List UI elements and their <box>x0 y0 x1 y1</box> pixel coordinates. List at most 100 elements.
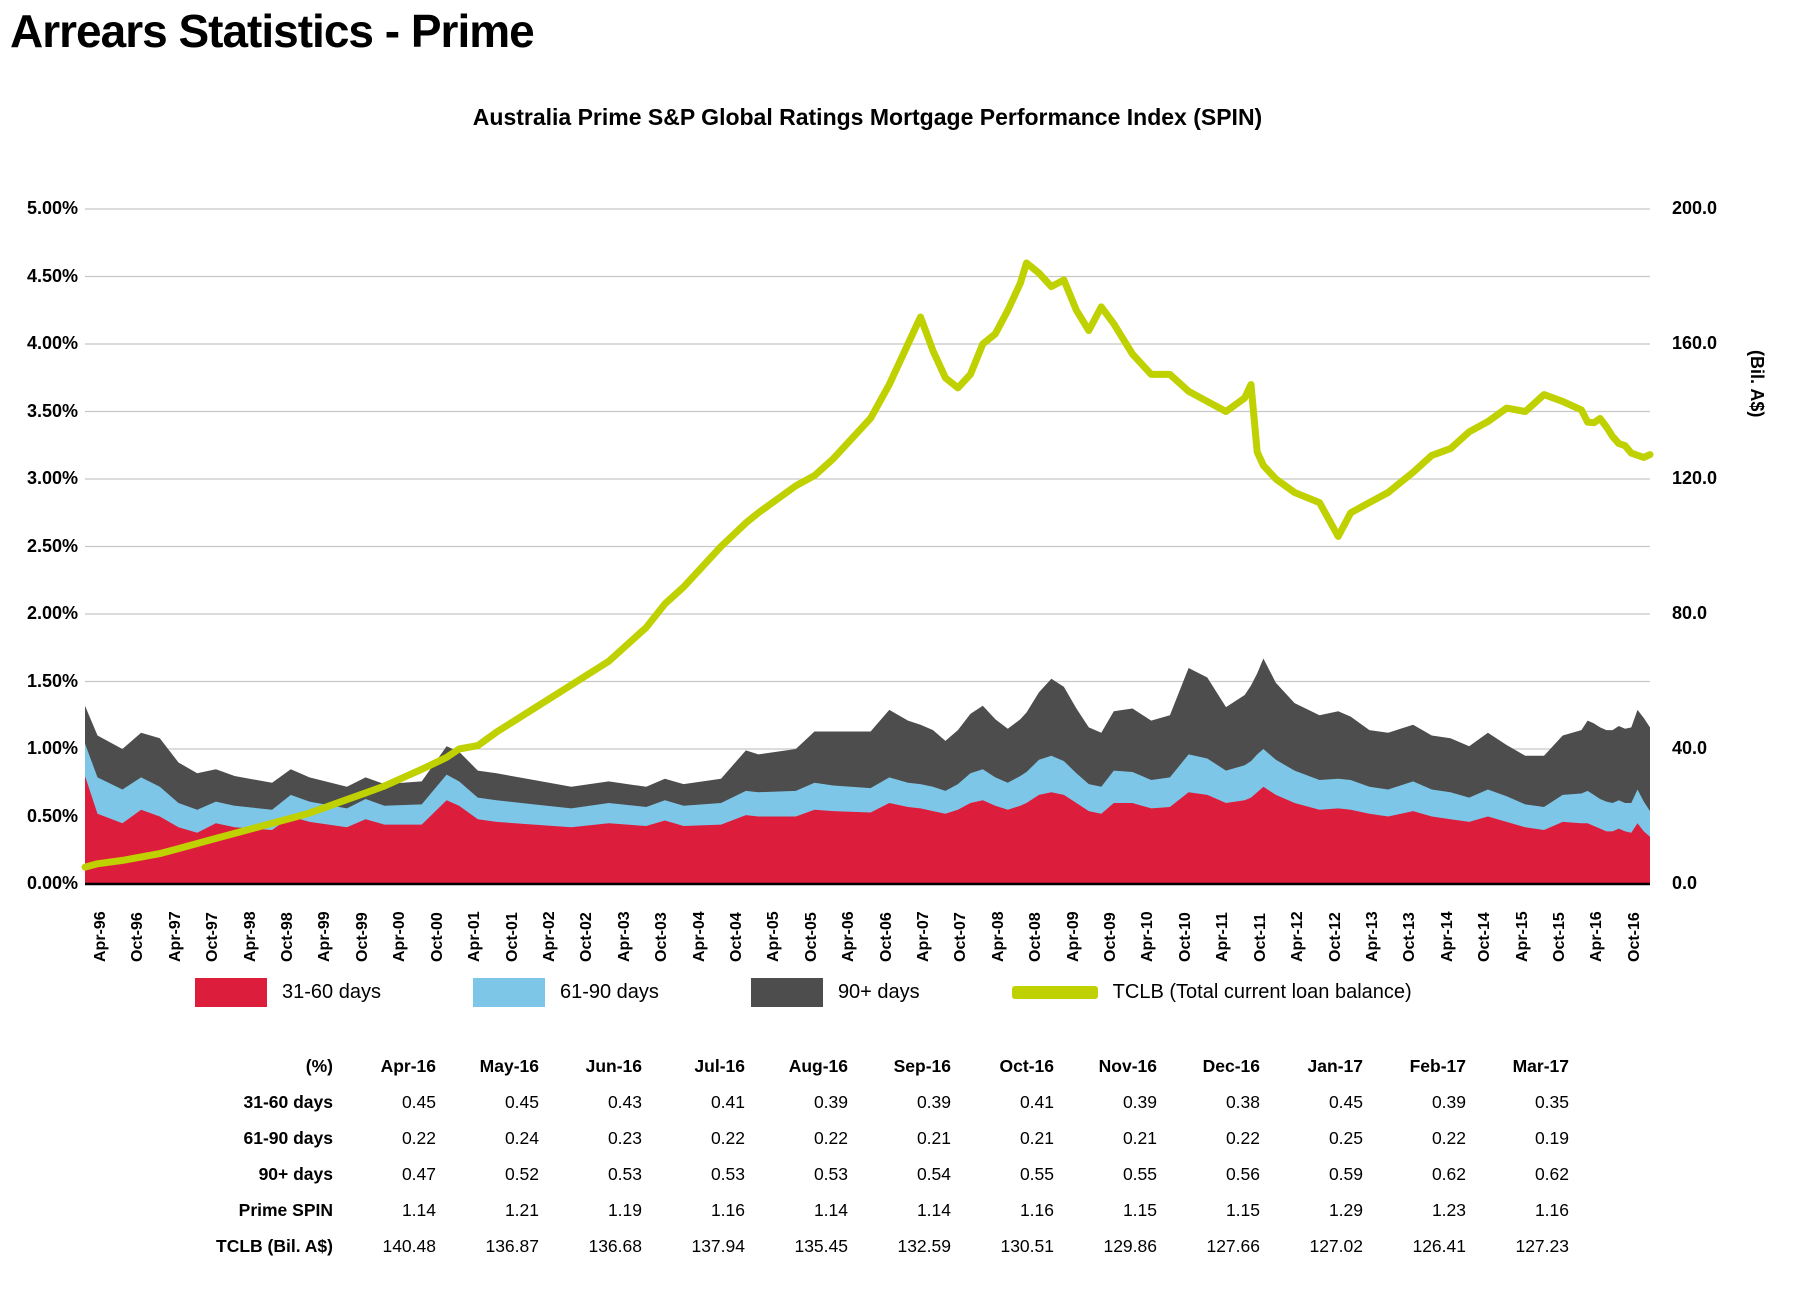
x-axis-tick: Apr-00 <box>391 911 409 962</box>
x-axis-tick: Apr-14 <box>1438 911 1456 962</box>
left-axis-tick: 1.00% <box>26 738 78 758</box>
table-row: 31-60 days 0.45 0.45 0.43 0.41 0.39 0.39 0.41 0.… <box>205 1084 1569 1120</box>
left-axis-tick: 0.00% <box>26 873 78 893</box>
x-axis-tick: Apr-12 <box>1289 911 1307 962</box>
table-cell: 1.16 <box>710 1200 745 1220</box>
left-axis-tick: 1.50% <box>26 670 78 691</box>
legend-item-31-60-days: 31-60 days <box>195 978 381 1007</box>
table-cell: 135.45 <box>794 1236 848 1256</box>
red-area-swatch-icon <box>195 978 267 1007</box>
table-cell: 0.24 <box>504 1128 539 1148</box>
right-axis-title: (Bil. A$) <box>1747 350 1767 418</box>
legend-label: 31-60 days <box>282 981 381 1003</box>
table-column-header: Oct-16 <box>999 1056 1054 1076</box>
gray-area-swatch-icon <box>750 978 823 1007</box>
table-column-header: Jan-17 <box>1307 1056 1363 1076</box>
tclb-line-swatch-icon <box>1011 986 1098 999</box>
table-cell: 0.41 <box>710 1092 745 1112</box>
table-row: 61-90 days 0.22 0.24 0.23 0.22 0.22 0.21 0.21 0.… <box>205 1120 1569 1156</box>
page-title: Arrears Statistics - Prime <box>10 5 535 57</box>
table-cell: 0.45 <box>401 1092 436 1112</box>
x-axis-tick: Apr-13 <box>1363 911 1381 962</box>
x-axis-tick: Apr-99 <box>316 911 334 962</box>
x-axis-tick: Apr-10 <box>1139 911 1157 962</box>
x-axis-tick: Oct-12 <box>1326 912 1344 962</box>
table-cell: 0.56 <box>1225 1164 1260 1184</box>
table-cell: 0.39 <box>916 1092 951 1112</box>
table-cell: 127.23 <box>1515 1236 1569 1256</box>
legend-label: 90+ days <box>837 981 920 1003</box>
table-row: TCLB (Bil. A$) 140.48 136.87 136.68 137.94 13… <box>205 1228 1569 1264</box>
x-axis-tick: Oct-16 <box>1625 912 1643 962</box>
x-axis-tick: Apr-01 <box>466 911 484 962</box>
table-cell: 0.21 <box>1019 1128 1054 1148</box>
table-cell: 1.29 <box>1328 1200 1363 1220</box>
table-cell: 0.59 <box>1328 1164 1363 1184</box>
x-axis-tick: Oct-13 <box>1401 912 1419 962</box>
table-cell: 0.45 <box>1328 1092 1363 1112</box>
table-row-label: 90+ days <box>258 1164 333 1184</box>
table-cell: 0.25 <box>1328 1128 1363 1148</box>
table-cell: 1.21 <box>504 1200 539 1220</box>
legend-label: 61-90 days <box>559 981 659 1003</box>
table-cell: 0.22 <box>1225 1128 1260 1148</box>
x-axis-tick: Oct-96 <box>129 912 147 962</box>
table-cell: 0.52 <box>504 1164 539 1184</box>
x-axis-tick: Apr-05 <box>765 911 783 962</box>
x-axis-tick: Oct-99 <box>353 912 371 962</box>
table-column-header: May-16 <box>479 1056 539 1076</box>
right-axis-tick: 120.0 <box>1672 468 1718 488</box>
table-cell: 1.14 <box>813 1200 848 1220</box>
x-axis-tick: Oct-14 <box>1476 912 1494 962</box>
x-axis-tick: Apr-11 <box>1214 912 1232 962</box>
table-cell: 0.62 <box>1534 1164 1569 1184</box>
table-cell: 0.55 <box>1122 1164 1157 1184</box>
table-cell: 0.21 <box>916 1128 951 1148</box>
table-cell: 127.66 <box>1206 1236 1260 1256</box>
table-cell: 136.68 <box>588 1236 642 1256</box>
table-cell: 0.43 <box>607 1092 642 1112</box>
x-axis-tick: Oct-03 <box>653 912 671 962</box>
table-cell: 0.45 <box>504 1092 539 1112</box>
table-column-header: Dec-16 <box>1202 1056 1260 1076</box>
table-cell: 0.35 <box>1534 1092 1569 1112</box>
right-axis-tick: 200.0 <box>1672 198 1718 218</box>
table-cell: 1.14 <box>916 1200 951 1220</box>
right-axis-tick: 80.0 <box>1672 603 1708 623</box>
table-column-header: Sep-16 <box>893 1056 951 1076</box>
table-cell: 0.53 <box>607 1164 642 1184</box>
legend-item-90-plus-days: 90+ days <box>750 978 920 1007</box>
left-axis-tick: 4.00% <box>26 333 78 353</box>
table-cell: 1.15 <box>1122 1200 1157 1220</box>
left-axis-tick: 3.50% <box>26 400 78 421</box>
table-row: 90+ days 0.47 0.52 0.53 0.53 0.53 0.54 0.55 0.55… <box>205 1156 1569 1192</box>
x-axis-tick: Oct-05 <box>802 912 820 962</box>
x-axis-tick: Oct-07 <box>952 912 970 962</box>
table-cell: 1.16 <box>1019 1200 1054 1220</box>
table-cell: 140.48 <box>382 1236 436 1256</box>
legend-item-tclb: TCLB (Total current loan balance) <box>1011 981 1412 1004</box>
x-axis-tick: Apr-98 <box>241 911 259 962</box>
table-column-header: Apr-16 <box>380 1056 436 1076</box>
table-cell: 0.22 <box>710 1128 745 1148</box>
x-axis-tick: Oct-02 <box>578 912 596 962</box>
left-axis-tick: 2.50% <box>26 535 78 556</box>
table-cell: 0.62 <box>1431 1164 1466 1184</box>
table-cell: 0.21 <box>1122 1128 1157 1148</box>
x-axis-tick: Oct-10 <box>1176 912 1194 962</box>
x-axis-tick: Apr-96 <box>92 911 109 962</box>
table-cell: 132.59 <box>897 1236 951 1256</box>
table-row: Prime SPIN 1.14 1.21 1.19 1.16 1.14 1.14 1.16 1.… <box>205 1192 1569 1228</box>
table-column-header: Jun-16 <box>585 1056 642 1076</box>
left-axis-tick: 5.00% <box>26 198 78 218</box>
table-cell: 1.19 <box>607 1200 642 1220</box>
table-cell: 0.23 <box>607 1128 642 1148</box>
table-column-header: Aug-16 <box>788 1056 848 1076</box>
x-axis-tick: Apr-15 <box>1513 911 1531 962</box>
legend-item-61-90-days: 61-90 days <box>472 978 659 1007</box>
x-axis-tick: Oct-11 <box>1251 913 1269 962</box>
table-column-header: Mar-17 <box>1512 1056 1569 1076</box>
x-axis-tick: Apr-03 <box>615 911 633 962</box>
table-cell: 0.41 <box>1019 1092 1054 1112</box>
table-column-header: Nov-16 <box>1098 1056 1157 1076</box>
